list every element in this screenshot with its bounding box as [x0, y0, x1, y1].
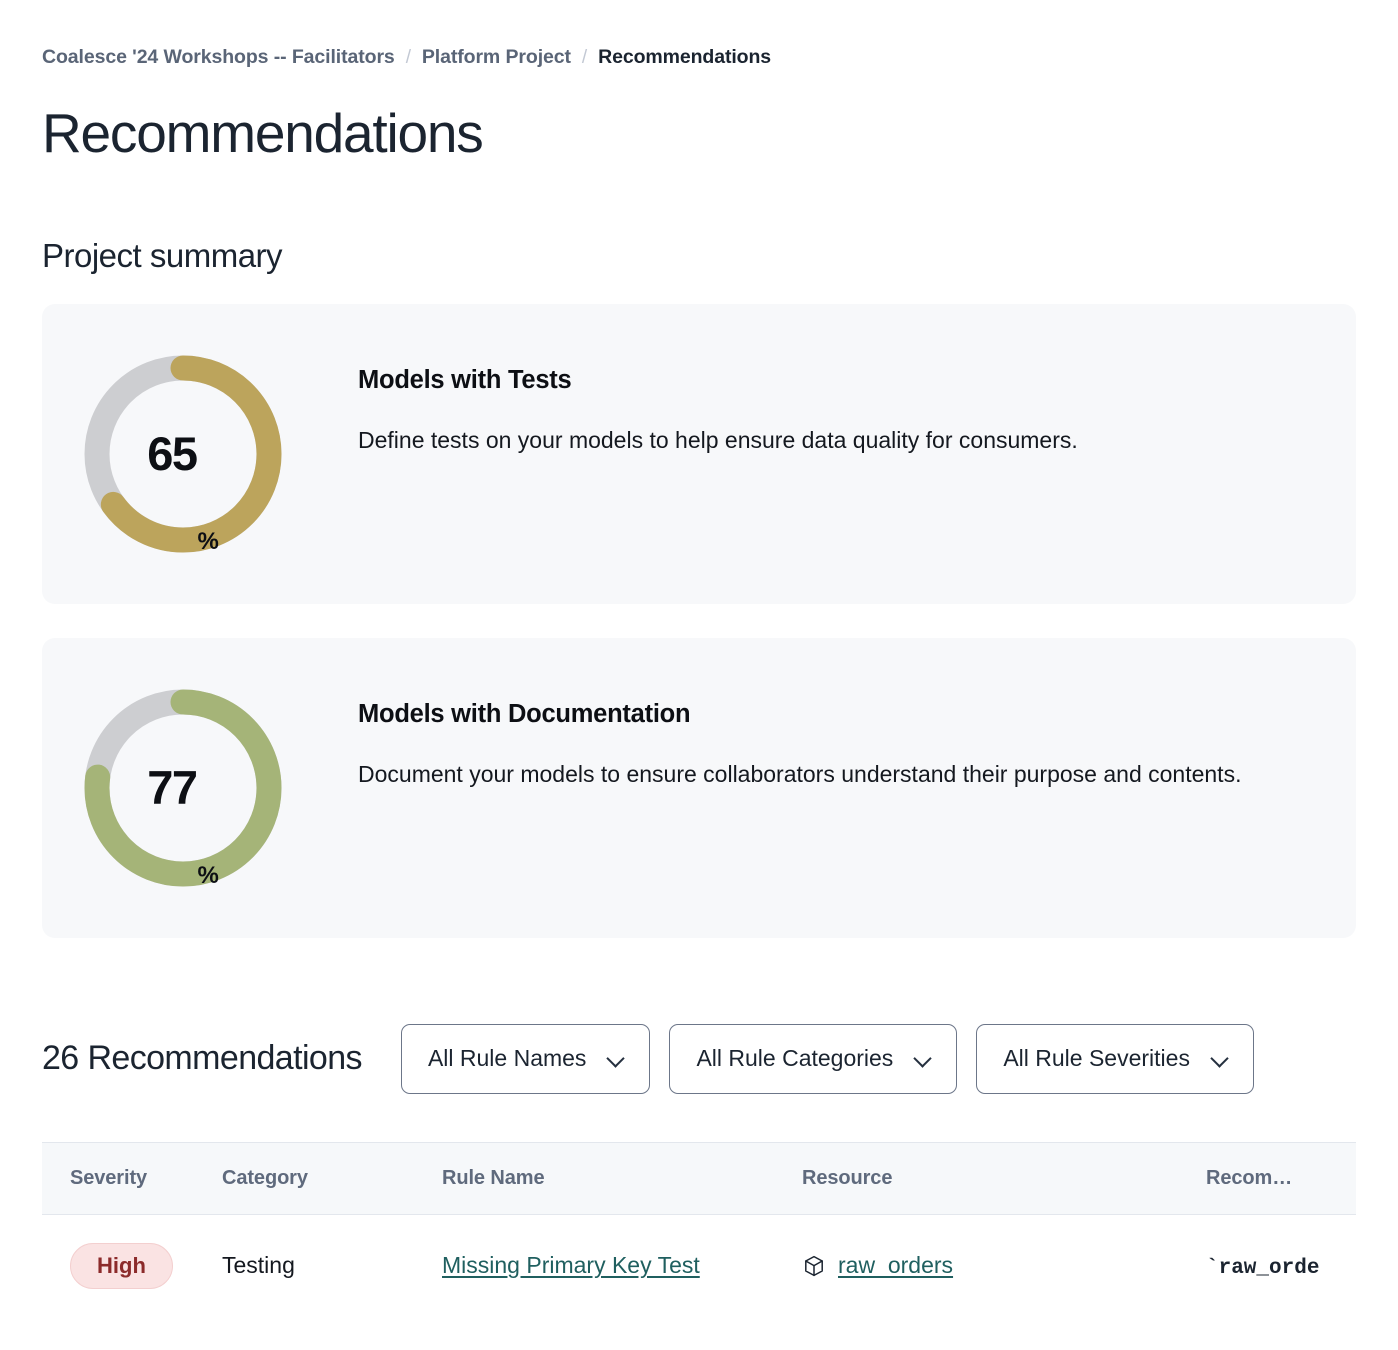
resource-link[interactable]: raw_orders: [838, 1252, 954, 1279]
table-body: High Testing Missing Primary Key Test: [42, 1214, 1356, 1317]
donut-chart-docs: 77 %: [79, 684, 287, 892]
donut-percent-symbol: %: [197, 527, 219, 555]
cell-rule-name: Missing Primary Key Test: [442, 1214, 802, 1317]
donut-value-docs: 77 %: [79, 684, 287, 892]
summary-card-body: Models with Documentation Document your …: [314, 638, 1356, 832]
filter-rule-names[interactable]: All Rule Names: [400, 1023, 651, 1094]
table-header: Severity Category Rule Name Resource Rec…: [42, 1142, 1356, 1215]
column-header-rule-name[interactable]: Rule Name: [442, 1166, 545, 1189]
filter-rule-categories-label: All Rule Categories: [696, 1045, 894, 1072]
summary-card-models-with-tests: 65 % Models with Tests Define tests on y…: [42, 303, 1356, 604]
summary-card-list: 65 % Models with Tests Define tests on y…: [42, 303, 1356, 938]
donut-chart-docs-wrap: 77 %: [42, 684, 314, 892]
summary-card-description: Document your models to ensure collabora…: [358, 760, 1242, 787]
rule-name-link[interactable]: Missing Primary Key Test: [442, 1252, 700, 1279]
cell-resource: raw_orders: [802, 1214, 1206, 1317]
summary-card-models-with-documentation: 77 % Models with Documentation Document …: [42, 637, 1356, 938]
donut-percent-number: 77: [147, 761, 198, 815]
summary-card-title: Models with Tests: [358, 365, 572, 394]
summary-card-description: Define tests on your models to help ensu…: [358, 426, 1078, 453]
donut-percent-number: 65: [147, 427, 198, 481]
cell-category: Testing: [222, 1252, 295, 1279]
donut-svg-docs: [84, 689, 282, 887]
cell-severity: High: [42, 1214, 222, 1317]
recommendation-text: `raw_orde: [1206, 1256, 1320, 1280]
breadcrumb-item-workspace[interactable]: Coalesce '24 Workshops -- Facilitators: [42, 46, 395, 68]
donut-value-tests: 65 %: [79, 350, 287, 558]
donut-svg-tests: [84, 355, 282, 553]
summary-card-title: Models with Documentation: [358, 699, 691, 728]
chevron-down-icon: [608, 1050, 625, 1067]
recommendations-filter-bar: 26 Recommendations All Rule Names All Ru…: [42, 1023, 1356, 1094]
recommendations-table-wrap: Severity Category Rule Name Resource Rec…: [42, 1142, 1356, 1317]
cube-icon: [805, 1255, 823, 1276]
breadcrumb-separator: /: [581, 46, 588, 68]
summary-card-body: Models with Tests Define tests on your m…: [314, 304, 1356, 498]
chevron-down-icon: [1212, 1050, 1229, 1067]
recommendations-table: Severity Category Rule Name Resource Rec…: [42, 1142, 1356, 1317]
column-header-recommendation[interactable]: Recom…: [1206, 1166, 1293, 1189]
column-header-category[interactable]: Category: [222, 1166, 308, 1189]
donut-percent-symbol: %: [197, 861, 219, 889]
donut-chart-tests: 65 %: [79, 350, 287, 558]
project-summary-heading: Project summary: [42, 236, 283, 274]
column-header-resource[interactable]: Resource: [802, 1166, 893, 1189]
table-row[interactable]: High Testing Missing Primary Key Test: [42, 1214, 1356, 1317]
filter-rule-severities-label: All Rule Severities: [1003, 1045, 1190, 1072]
breadcrumb-item-project[interactable]: Platform Project: [421, 46, 571, 68]
filter-rule-names-label: All Rule Names: [427, 1045, 587, 1072]
status-badge: High: [70, 1242, 173, 1289]
breadcrumb: Coalesce '24 Workshops -- Facilitators /…: [42, 0, 1356, 69]
table-header-row: Severity Category Rule Name Resource Rec…: [42, 1142, 1356, 1215]
donut-chart-tests-wrap: 65 %: [42, 350, 314, 558]
column-header-severity[interactable]: Severity: [70, 1166, 148, 1189]
page-title: Recommendations: [42, 102, 484, 164]
cell-recommendation: `raw_orde: [1206, 1214, 1356, 1317]
breadcrumb-item-current: Recommendations: [598, 46, 772, 68]
breadcrumb-separator: /: [405, 46, 411, 68]
filter-rule-categories[interactable]: All Rule Categories: [669, 1023, 958, 1094]
filter-rule-severities[interactable]: All Rule Severities: [976, 1023, 1254, 1094]
recommendations-count: 26 Recommendations: [42, 1039, 363, 1078]
chevron-down-icon: [915, 1050, 932, 1067]
